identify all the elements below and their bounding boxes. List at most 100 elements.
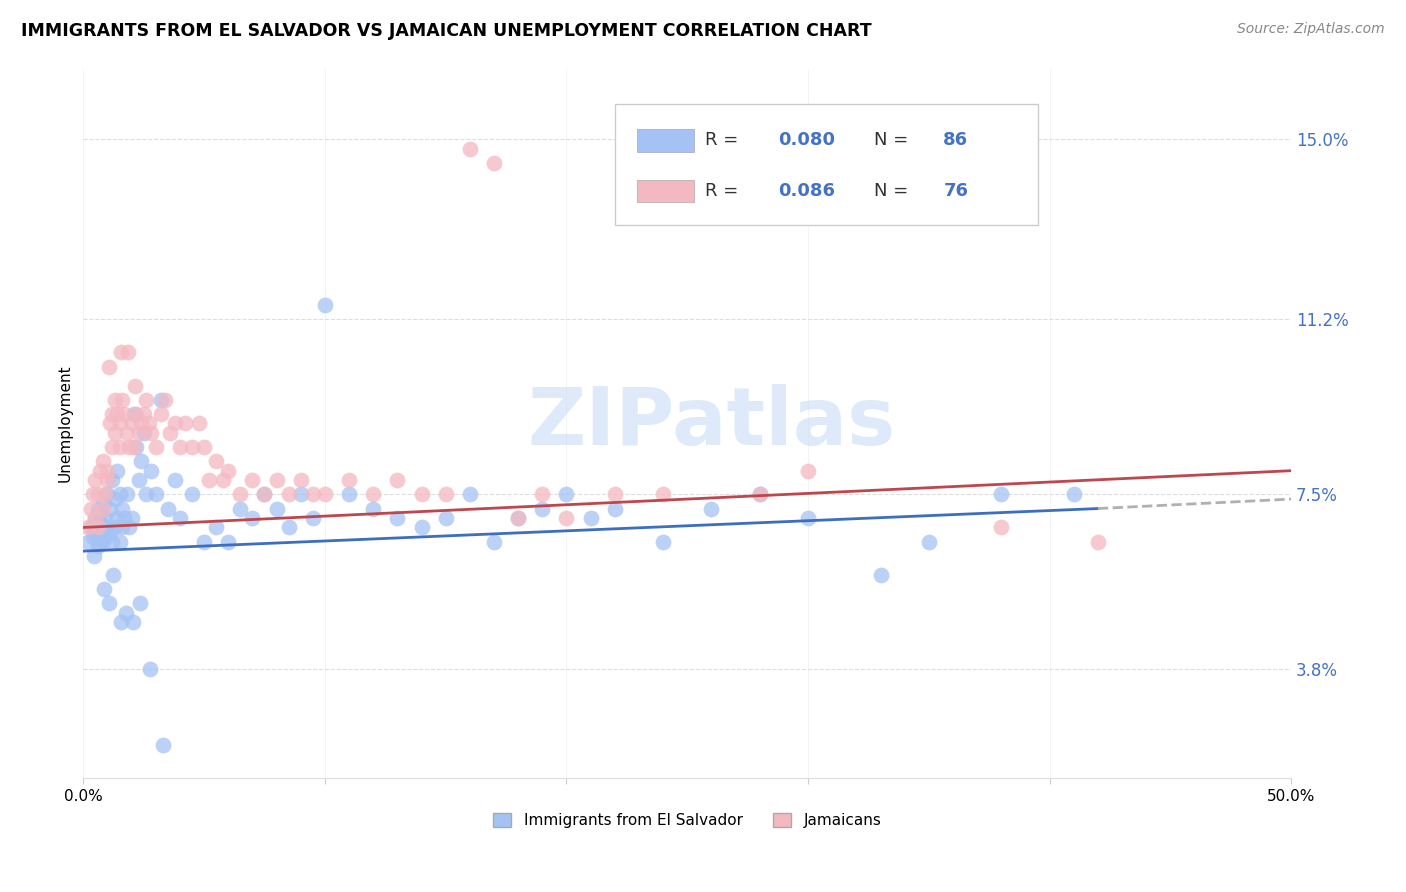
- Point: [89, 516, 111, 530]
- Point: [79, 520, 101, 534]
- Point: [387, 511, 409, 525]
- Point: [205, 520, 228, 534]
- Point: [603, 501, 626, 516]
- Point: [128, 473, 150, 487]
- Legend: Immigrants from El Salvador, Jamaicans: Immigrants from El Salvador, Jamaicans: [486, 807, 887, 834]
- Point: [128, 425, 150, 440]
- Point: [434, 511, 457, 525]
- Point: [748, 487, 770, 501]
- Text: N =: N =: [875, 131, 914, 149]
- Point: [87, 487, 110, 501]
- Point: [990, 520, 1012, 534]
- FancyBboxPatch shape: [637, 179, 695, 202]
- Text: N =: N =: [875, 182, 914, 200]
- Text: Source: ZipAtlas.com: Source: ZipAtlas.com: [1237, 22, 1385, 37]
- Point: [266, 473, 288, 487]
- Text: R =: R =: [706, 182, 744, 200]
- Point: [97, 596, 120, 610]
- Point: [121, 511, 143, 525]
- Point: [84, 525, 107, 540]
- Point: [111, 520, 134, 534]
- Point: [165, 473, 187, 487]
- Point: [797, 464, 820, 478]
- Point: [108, 534, 131, 549]
- Point: [97, 359, 120, 374]
- Point: [169, 511, 191, 525]
- Point: [104, 491, 127, 506]
- Point: [121, 615, 143, 629]
- Point: [135, 487, 157, 501]
- Point: [159, 425, 181, 440]
- Point: [181, 487, 204, 501]
- Point: [122, 440, 145, 454]
- Point: [118, 440, 141, 454]
- Point: [229, 501, 252, 516]
- Point: [337, 473, 360, 487]
- Point: [115, 425, 138, 440]
- Point: [98, 525, 121, 540]
- Point: [125, 440, 148, 454]
- Point: [531, 501, 554, 516]
- Point: [87, 540, 110, 554]
- Point: [139, 464, 162, 478]
- Point: [96, 473, 118, 487]
- Point: [82, 530, 104, 544]
- Point: [104, 425, 127, 440]
- Point: [193, 440, 215, 454]
- Point: [869, 567, 891, 582]
- Point: [1063, 487, 1085, 501]
- Point: [361, 501, 384, 516]
- Point: [89, 464, 111, 478]
- Point: [98, 501, 121, 516]
- Point: [579, 511, 602, 525]
- Point: [242, 511, 264, 525]
- Point: [82, 487, 104, 501]
- Point: [277, 487, 299, 501]
- Point: [156, 501, 179, 516]
- Point: [91, 497, 114, 511]
- Point: [129, 454, 152, 468]
- Point: [458, 487, 481, 501]
- Point: [83, 549, 105, 563]
- Point: [212, 473, 235, 487]
- Text: 0.080: 0.080: [778, 131, 835, 149]
- Point: [94, 487, 117, 501]
- Text: 76: 76: [943, 182, 969, 200]
- FancyBboxPatch shape: [614, 104, 1038, 225]
- Point: [122, 407, 145, 421]
- Point: [652, 534, 675, 549]
- Text: IMMIGRANTS FROM EL SALVADOR VS JAMAICAN UNEMPLOYMENT CORRELATION CHART: IMMIGRANTS FROM EL SALVADOR VS JAMAICAN …: [21, 22, 872, 40]
- Point: [797, 511, 820, 525]
- Y-axis label: Unemployment: Unemployment: [58, 365, 72, 483]
- Point: [94, 530, 117, 544]
- Point: [104, 392, 127, 407]
- Point: [101, 473, 124, 487]
- Point: [217, 534, 239, 549]
- Point: [603, 487, 626, 501]
- Point: [103, 567, 125, 582]
- Point: [105, 511, 128, 525]
- Point: [205, 454, 228, 468]
- Point: [169, 440, 191, 454]
- Point: [387, 473, 409, 487]
- Point: [149, 407, 172, 421]
- Point: [301, 487, 323, 501]
- Point: [138, 662, 160, 676]
- Point: [96, 520, 118, 534]
- Point: [110, 345, 132, 359]
- Point: [918, 534, 941, 549]
- Point: [87, 501, 110, 516]
- Point: [101, 440, 124, 454]
- Point: [152, 738, 174, 752]
- Point: [253, 487, 276, 501]
- Point: [290, 487, 312, 501]
- Point: [98, 417, 121, 431]
- Point: [79, 501, 101, 516]
- Point: [129, 596, 152, 610]
- Point: [434, 487, 457, 501]
- Point: [155, 392, 177, 407]
- Point: [138, 417, 160, 431]
- Point: [135, 392, 157, 407]
- Point: [101, 407, 124, 421]
- Point: [748, 487, 770, 501]
